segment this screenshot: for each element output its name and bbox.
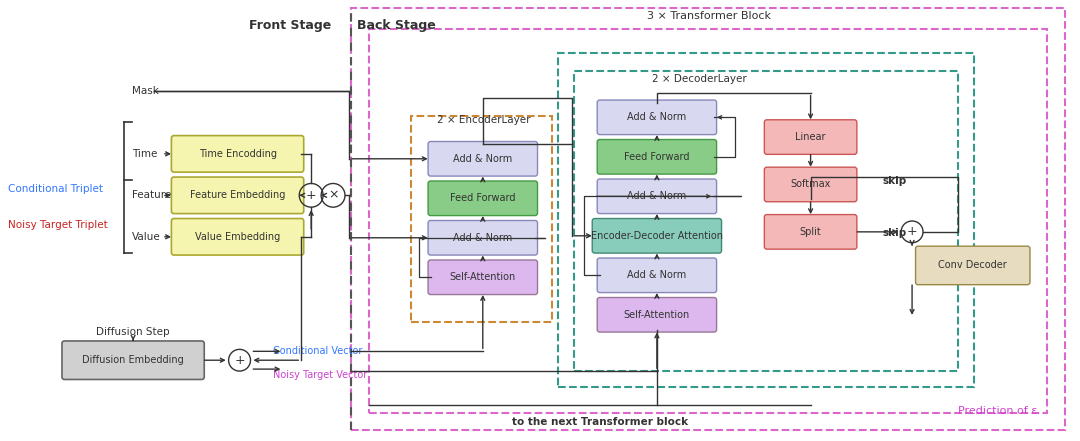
Text: Conv Decoder: Conv Decoder — [939, 261, 1008, 270]
Text: Value: Value — [132, 232, 161, 242]
Text: +: + — [234, 354, 245, 367]
Bar — [369, 30, 1048, 412]
FancyBboxPatch shape — [765, 167, 856, 202]
Text: Front Stage: Front Stage — [248, 19, 332, 32]
Bar — [410, 116, 552, 321]
Text: Add & Norm: Add & Norm — [627, 191, 687, 201]
FancyBboxPatch shape — [916, 246, 1030, 285]
FancyBboxPatch shape — [597, 298, 717, 332]
Text: Prediction of ε: Prediction of ε — [958, 406, 1037, 415]
Text: skip: skip — [882, 228, 906, 238]
Text: 3 × Transformer Block: 3 × Transformer Block — [647, 11, 771, 21]
Text: Encoder-Decoder Attention: Encoder-Decoder Attention — [591, 231, 723, 241]
Text: +: + — [907, 225, 917, 238]
Text: Noisy Target Vector: Noisy Target Vector — [273, 370, 367, 380]
Text: Add & Norm: Add & Norm — [454, 233, 512, 243]
FancyBboxPatch shape — [62, 341, 204, 379]
Bar — [573, 71, 958, 371]
Text: +: + — [306, 189, 316, 202]
Bar — [558, 53, 974, 387]
Text: Back Stage: Back Stage — [357, 19, 435, 32]
FancyBboxPatch shape — [597, 179, 717, 213]
Text: 2 × EncoderLayer: 2 × EncoderLayer — [436, 115, 530, 125]
FancyBboxPatch shape — [172, 219, 303, 255]
Text: Noisy Target Triplet: Noisy Target Triplet — [8, 220, 108, 230]
Text: Time: Time — [132, 149, 158, 159]
FancyBboxPatch shape — [172, 135, 303, 172]
Text: Softmax: Softmax — [791, 179, 831, 190]
Text: Conditional Vector: Conditional Vector — [273, 346, 363, 356]
FancyBboxPatch shape — [428, 220, 538, 255]
FancyBboxPatch shape — [597, 139, 717, 174]
Bar — [351, 7, 1065, 430]
FancyBboxPatch shape — [765, 120, 856, 154]
FancyBboxPatch shape — [597, 100, 717, 135]
FancyBboxPatch shape — [765, 215, 856, 249]
Text: Feature: Feature — [132, 191, 172, 200]
Text: 2 × DecoderLayer: 2 × DecoderLayer — [652, 74, 746, 84]
Text: Diffusion Step: Diffusion Step — [96, 327, 170, 336]
Text: Diffusion Embedding: Diffusion Embedding — [82, 355, 184, 365]
Text: Feed Forward: Feed Forward — [624, 152, 690, 162]
FancyBboxPatch shape — [597, 258, 717, 292]
Text: Mask: Mask — [132, 86, 159, 96]
Text: Add & Norm: Add & Norm — [627, 112, 687, 122]
Text: Value Embedding: Value Embedding — [194, 232, 280, 242]
Text: Linear: Linear — [795, 132, 826, 142]
FancyBboxPatch shape — [428, 142, 538, 176]
FancyBboxPatch shape — [172, 177, 303, 213]
Text: Feature Embedding: Feature Embedding — [190, 191, 285, 200]
Text: Add & Norm: Add & Norm — [454, 154, 512, 164]
Text: Conditional Triplet: Conditional Triplet — [8, 184, 103, 194]
FancyBboxPatch shape — [592, 219, 721, 253]
Text: Split: Split — [799, 227, 822, 237]
Text: Self-Attention: Self-Attention — [624, 310, 690, 320]
Text: to the next Transformer block: to the next Transformer block — [512, 418, 688, 427]
Text: ×: × — [328, 189, 338, 202]
Text: skip: skip — [882, 176, 906, 187]
Text: Feed Forward: Feed Forward — [450, 193, 515, 203]
Text: Add & Norm: Add & Norm — [627, 270, 687, 280]
Text: Self-Attention: Self-Attention — [449, 272, 516, 282]
FancyBboxPatch shape — [428, 260, 538, 295]
Text: Time Encodding: Time Encodding — [199, 149, 276, 159]
FancyBboxPatch shape — [428, 181, 538, 216]
